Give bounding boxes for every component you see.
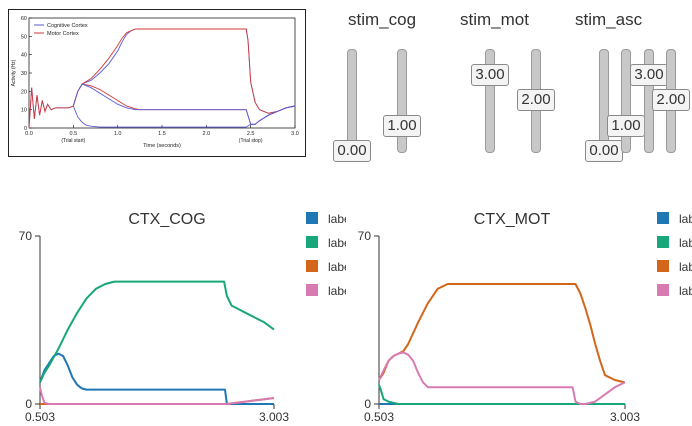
slider-handle[interactable]: 2.00 (517, 89, 555, 111)
matplotlib-figure: 0.0 0.5 1.0 1.5 2.0 2.5 3.0 0 10 20 30 40 50 60 Time (… (8, 9, 306, 157)
slider-handle[interactable]: 0.00 (333, 140, 371, 162)
legend-swatch-label_3 (657, 284, 669, 296)
chart-title: CTX_MOT (474, 211, 551, 228)
y-tick-label: 0 (24, 126, 27, 132)
slider-track[interactable] (485, 49, 495, 153)
legend-label: label_0 (328, 212, 346, 226)
stimulus-sliders-panel: stim_cog 0.00 1.00 stim_mot 3.00 2.00 stim_asc… (320, 0, 692, 170)
slider-group-label: stim_mot (460, 10, 529, 29)
y-tick-label: 10 (21, 108, 27, 114)
x-tick-label: 2.0 (203, 131, 211, 137)
legend-swatch-label_0 (657, 212, 669, 224)
x-tick-label: 0.503 (364, 410, 394, 424)
y-tick-label: 70 (358, 229, 372, 243)
x-tick-label: 3.003 (259, 410, 289, 424)
x-axis-label: Time (seconds) (143, 143, 181, 149)
ctx-cog-chart: CTX_COG 0 70 0.503 3.003 label_0 label_1 label_… (19, 211, 346, 424)
series-line-1 (28, 28, 296, 129)
legend-label: Cognitive Cortex (47, 23, 88, 29)
legend-label: label_2 (328, 260, 346, 274)
legend-swatch-label_2 (306, 260, 318, 272)
y-tick-label: 40 (21, 53, 27, 59)
trial-stop-annotation: (Trial stop) (239, 138, 263, 144)
legend-label: label_1 (328, 236, 346, 250)
series-line-4 (72, 105, 296, 128)
y-tick-label: 0 (25, 397, 32, 411)
matplotlib-chart: 0.0 0.5 1.0 1.5 2.0 2.5 3.0 0 10 20 30 40 50 60 Time (… (11, 16, 299, 149)
series-line-label_0 (39, 352, 274, 405)
slider-group-label: stim_asc (575, 10, 643, 29)
y-tick-label: 60 (21, 16, 27, 22)
series-line-0 (28, 28, 296, 129)
y-tick-label: 30 (21, 71, 27, 77)
series-line-label_3 (378, 351, 626, 405)
y-tick-label: 50 (21, 34, 27, 40)
legend-label: label_3 (328, 284, 346, 298)
y-tick-label: 70 (19, 229, 33, 243)
series-line-label_1 (378, 384, 625, 405)
slider-track[interactable] (621, 49, 631, 153)
slider-handle[interactable]: 1.00 (607, 114, 645, 137)
legend-label: label_3 (679, 284, 692, 298)
x-tick-label: 3.0 (291, 131, 299, 137)
slider-handle[interactable]: 0.00 (585, 140, 623, 162)
legend-label: label_1 (679, 236, 692, 250)
legend-swatch-label_1 (306, 236, 318, 248)
legend-label: label_0 (679, 212, 692, 226)
x-tick-label: 3.003 (610, 410, 640, 424)
slider-track[interactable] (599, 49, 609, 153)
slider-handle[interactable]: 3.00 (630, 63, 668, 86)
trial-start-annotation: (Trial start) (61, 138, 85, 144)
legend-swatch-label_3 (306, 284, 318, 296)
slider-group-label: stim_cog (348, 10, 417, 29)
x-tick-label: 1.5 (158, 131, 166, 137)
series-line-label_1 (39, 280, 275, 383)
legend-label: label_2 (679, 260, 692, 274)
x-tick-label: 0.0 (25, 131, 33, 137)
y-tick-label: 0 (364, 397, 371, 411)
legend-swatch-label_0 (306, 212, 318, 224)
legend-swatch-label_1 (657, 236, 669, 248)
x-tick-label: 2.5 (247, 131, 255, 137)
chart-title: CTX_COG (128, 211, 205, 228)
x-tick-label: 0.503 (25, 410, 55, 424)
series-line-3 (72, 83, 296, 125)
y-tick-label: 20 (21, 89, 27, 95)
legend-swatch-label_2 (657, 260, 669, 272)
slider-handle[interactable]: 1.00 (383, 114, 421, 137)
slider-handle[interactable]: 2.00 (652, 89, 690, 111)
slider-track[interactable] (347, 49, 357, 153)
slider-handle[interactable]: 3.00 (471, 63, 509, 86)
slider-track[interactable] (397, 49, 407, 153)
series-line-label_3 (39, 386, 275, 405)
x-tick-label: 1.0 (114, 131, 122, 137)
series-line-2 (72, 83, 296, 125)
legend-label: Motor Cortex (47, 31, 79, 37)
ctx-mot-chart: CTX_MOT 0 70 0.503 3.003 label_0 label_1 label_… (358, 211, 692, 424)
x-tick-label: 0.5 (70, 131, 78, 137)
y-axis-label: Activity (Hz) (11, 59, 17, 86)
